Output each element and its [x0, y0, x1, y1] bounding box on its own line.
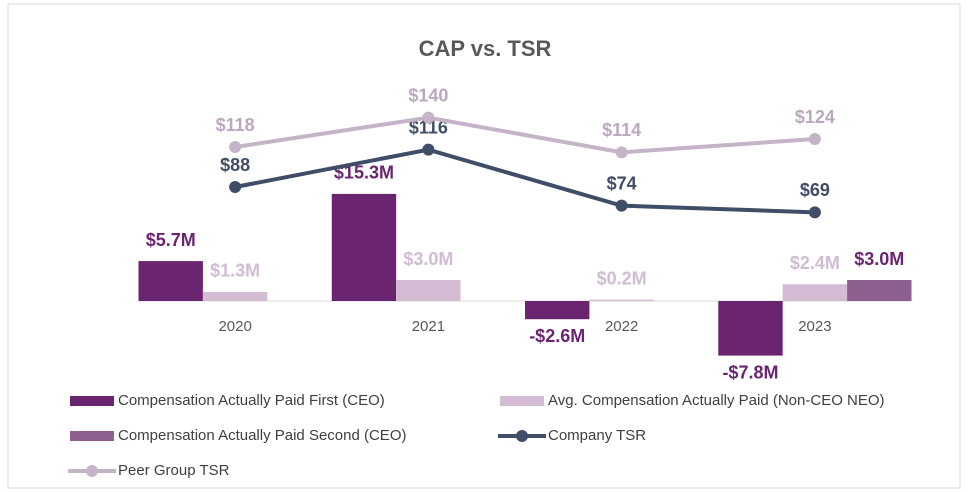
point	[615, 199, 628, 212]
bar	[138, 261, 203, 301]
legend-swatch	[70, 396, 114, 406]
legend-label: Compensation Actually Paid First (CEO)	[118, 392, 385, 409]
data-label: $116	[409, 117, 448, 137]
data-label: $74	[607, 173, 637, 193]
bar	[782, 284, 848, 301]
legend-label: Company TSR	[548, 427, 646, 444]
data-label: -$2.6M	[529, 326, 585, 346]
x-tick-label: 2020	[218, 318, 251, 335]
bar	[331, 193, 397, 301]
legend-label: Avg. Compensation Actually Paid (Non-CEO…	[548, 392, 885, 409]
bar	[589, 299, 654, 301]
legend-label: Compensation Actually Paid Second (CEO)	[118, 427, 406, 444]
line	[234, 115, 816, 155]
bar	[718, 301, 783, 356]
point	[615, 146, 628, 159]
point	[808, 133, 821, 145]
data-label: $88	[220, 155, 250, 175]
chart-title: CAP vs. TSR	[419, 36, 552, 61]
bar	[202, 291, 268, 301]
point	[422, 111, 435, 124]
x-tick-label: 2022	[605, 318, 638, 335]
data-label: $5.7M	[146, 230, 196, 250]
x-tick-label: 2023	[798, 318, 831, 335]
data-label: $1.3M	[210, 261, 260, 281]
point	[229, 141, 242, 153]
data-label: $3.0M	[403, 249, 453, 269]
legend-swatch	[70, 431, 114, 441]
bar	[847, 280, 912, 301]
bar	[525, 301, 590, 320]
data-label: -$7.8M	[722, 362, 778, 382]
data-label: $15.3M	[334, 163, 394, 183]
data-label: $114	[602, 120, 641, 140]
point	[808, 206, 821, 219]
data-label: $140	[408, 85, 448, 105]
data-label: $2.4M	[790, 253, 840, 273]
legend-swatch	[86, 465, 98, 477]
data-label: $118	[216, 115, 255, 135]
x-tick-label: 2021	[412, 318, 445, 335]
data-label: $124	[795, 107, 835, 127]
line	[234, 147, 815, 215]
point	[229, 181, 242, 193]
chart-frame	[7, 3, 961, 489]
data-label: $69	[800, 180, 830, 200]
bar	[396, 280, 461, 301]
data-label: $0.2M	[597, 268, 647, 288]
point	[422, 143, 435, 156]
legend-swatch	[500, 396, 544, 406]
legend-swatch	[516, 430, 528, 442]
data-label: $3.0M	[854, 249, 904, 269]
legend-label: Peer Group TSR	[118, 462, 230, 479]
